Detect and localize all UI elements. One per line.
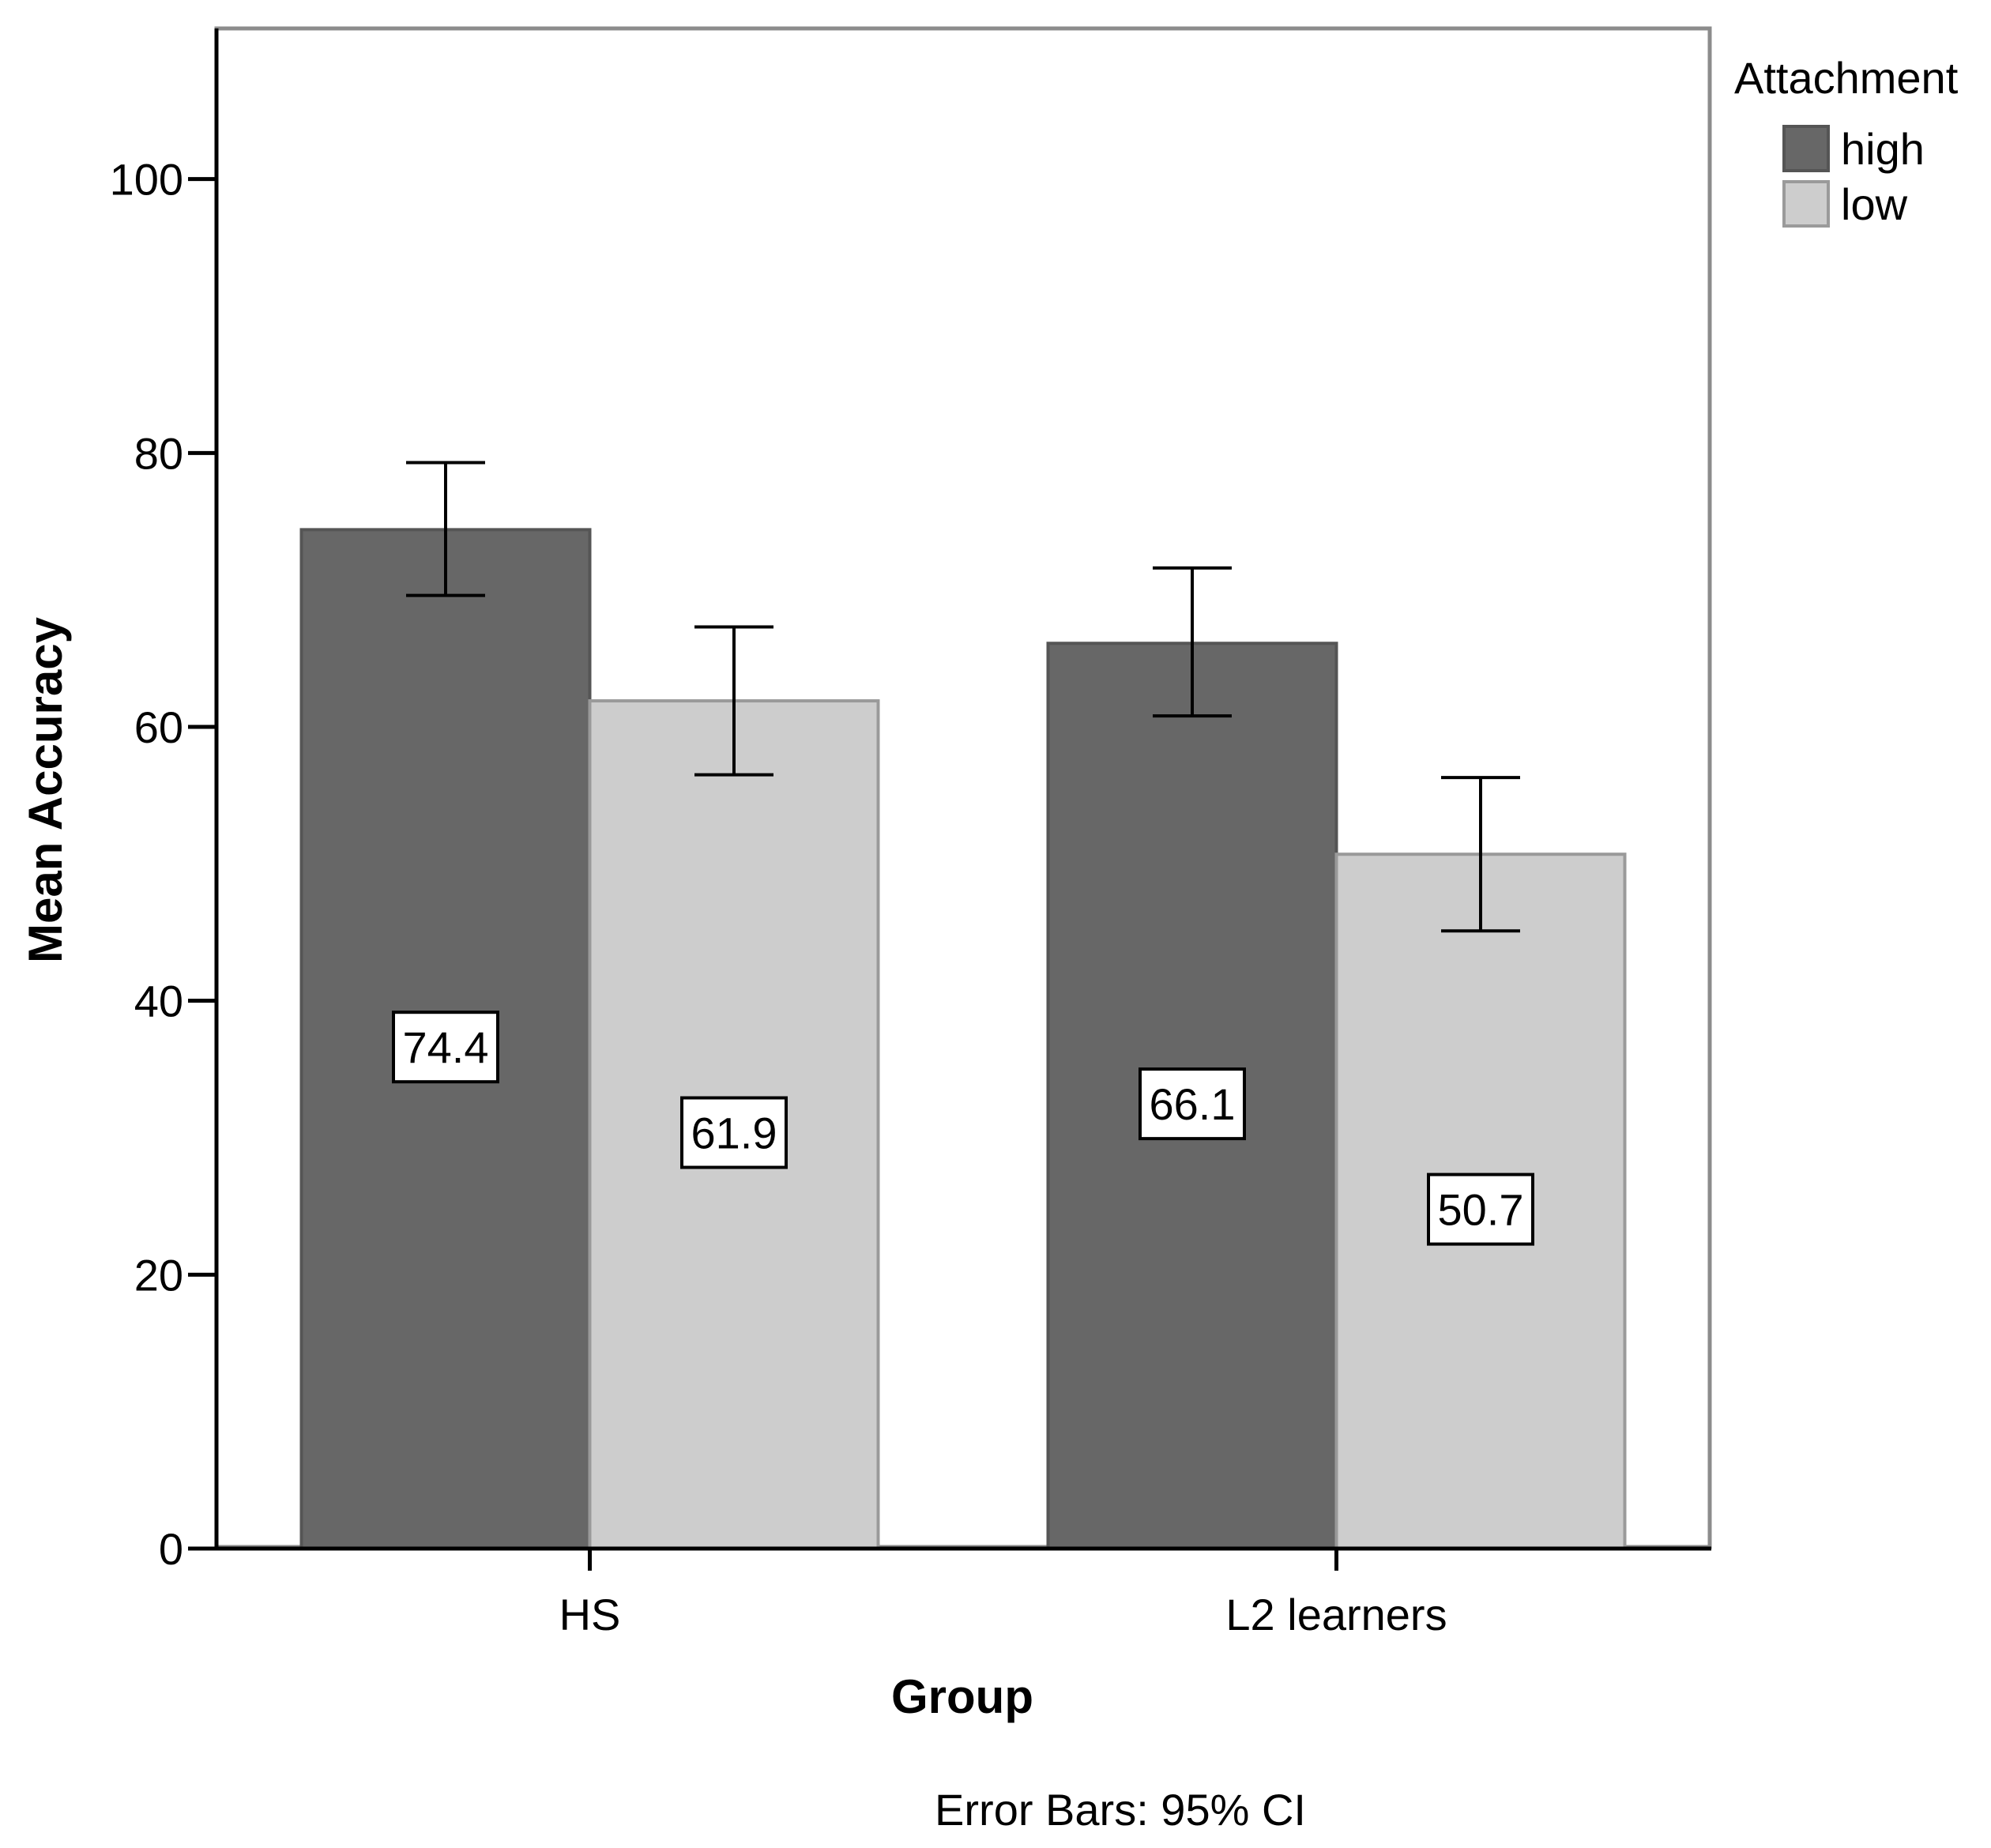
data-label-box-high-0 (392, 1011, 499, 1084)
y-axis-title: Mean Accuracy (19, 616, 72, 963)
data-label-box-high-1 (1139, 1067, 1246, 1141)
data-label-high-1: 66.1 (1150, 1079, 1236, 1129)
data-labels-layer: 74.4 61.9 66.1 50.7 (392, 1011, 1534, 1246)
legend-title: Attachment (1734, 53, 1959, 103)
x-axis-title: Group (891, 1670, 1033, 1723)
data-label-box-low-1 (1427, 1172, 1534, 1246)
x-ticks-layer: HS L2 learners (559, 1549, 1447, 1639)
data-label-high-0: 74.4 (403, 1022, 489, 1072)
data-label-low-0: 61.9 (691, 1108, 777, 1158)
data-label-low-1: 50.7 (1438, 1185, 1524, 1235)
y-tick-label-60: 60 (134, 702, 183, 752)
y-tick-label-100: 100 (110, 155, 183, 205)
y-tick-label-80: 80 (134, 428, 183, 478)
data-label-box-low-0 (680, 1096, 788, 1169)
x-tick-label-0: HS (559, 1590, 621, 1639)
y-tick-label-20: 20 (134, 1250, 183, 1300)
legend-label-low: low (1841, 179, 1908, 229)
error-bars-layer (406, 461, 1520, 933)
legend-label-high: high (1841, 124, 1925, 174)
legend-swatch-high (1782, 125, 1830, 172)
y-tick-label-40: 40 (134, 977, 183, 1026)
y-tick-label-0: 0 (159, 1524, 183, 1574)
x-tick-label-1: L2 learners (1225, 1590, 1447, 1639)
legend-swatch-low (1782, 180, 1830, 228)
y-ticks-layer: 0 20 40 60 80 100 (110, 155, 216, 1574)
chart-footnote: Error Bars: 95% CI (935, 1785, 1306, 1835)
